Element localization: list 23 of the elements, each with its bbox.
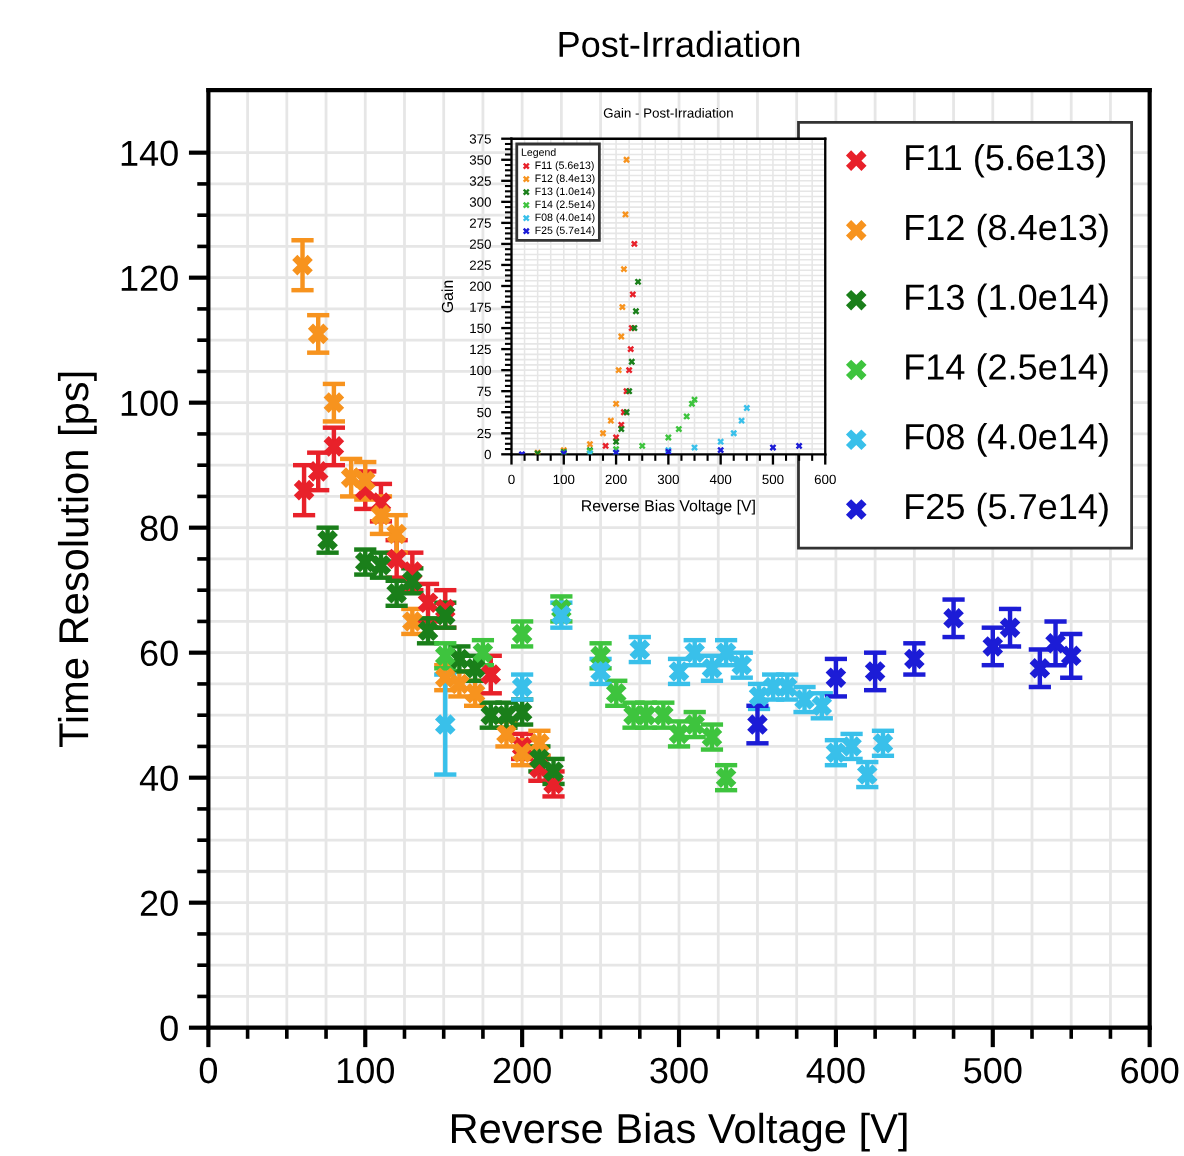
y-tick-label: 20 [140,890,178,917]
chart-title: Post-Irradiation [559,30,800,58]
legend-label: F13 (1.0e14) [906,283,1108,318]
x-tick-label: 400 [806,1057,865,1084]
y-tick-label: 140 [121,140,178,167]
x-tick-label: 600 [1121,1057,1179,1084]
y-axis-title: Time Resolution [ps] [57,372,97,748]
x-tick-label: 0 [199,1057,218,1084]
legend-label: F11 (5.6e13) [906,143,1106,178]
x-tick-label: 500 [964,1057,1022,1084]
legend-label: F12 (8.4e13) [906,213,1108,248]
y-tick-label: 80 [140,515,178,542]
y-tick-label: 0 [160,1015,178,1042]
y-tick-label: 100 [121,390,178,417]
x-axis-title: Reverse Bias Voltage [V] [452,1112,907,1152]
x-tick-label: 300 [650,1057,708,1084]
legend-label: F25 (5.7e14) [906,492,1108,527]
y-tick-label: 40 [139,765,178,792]
y-tick-label: 120 [121,265,178,292]
legend-label: F08 (4.0e14) [906,423,1108,457]
legend-label: F14 (2.5e14) [906,353,1108,387]
x-tick-label: 100 [337,1057,394,1084]
y-tick-label: 60 [140,640,178,667]
